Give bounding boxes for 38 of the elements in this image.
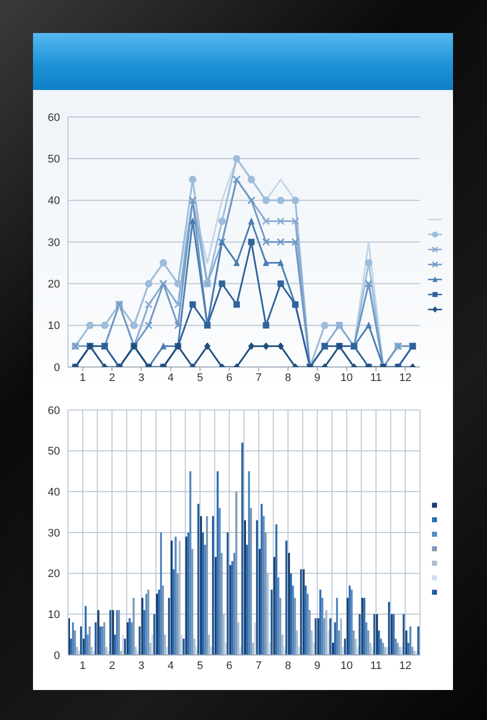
x-tick-label: 12 [399,372,412,384]
y-tick-label: 30 [48,527,60,540]
x-tick-label: 4 [168,372,174,384]
x-tick-label: 6 [226,660,232,672]
y-tick-label: 60 [48,404,60,417]
y-tick-label: 30 [48,236,60,249]
x-tick-label: 11 [370,660,382,672]
y-tick-label: 20 [48,278,60,291]
x-tick-label: 8 [284,660,292,672]
y-tick-label: 20 [48,568,60,580]
x-tick-label: 1 [80,372,86,384]
x-tick-label: 8 [284,372,292,384]
x-tick-label: 2 [108,660,116,672]
x-tick-label: 10 [340,372,353,384]
x-tick-label: 2 [108,372,116,384]
x-tick-label: 3 [138,660,144,672]
x-tick-label: 10 [340,660,353,672]
x-tick-label: 7 [256,660,262,672]
x-tick-label: 9 [314,372,320,384]
x-tick-label: 11 [370,372,382,384]
y-tick-label: 40 [48,486,60,499]
y-tick-label: 50 [48,446,60,458]
x-tick-label: 1 [80,660,86,672]
x-tick-label: 3 [138,372,144,384]
x-tick-label: 6 [226,372,232,384]
y-tick-label: 60 [48,112,60,124]
y-tick-label: 0 [54,362,60,374]
y-tick-label: 10 [48,609,60,622]
x-tick-label: 4 [168,660,174,672]
x-tick-label: 9 [314,660,320,672]
x-tick-label: 7 [256,372,262,384]
y-tick-label: 10 [48,320,60,332]
x-tick-label: 5 [196,660,204,672]
x-tick-label: 5 [196,372,204,384]
y-tick-label: 50 [48,154,60,166]
y-tick-label: 0 [54,650,60,662]
x-tick-label: 12 [399,660,412,672]
y-tick-label: 40 [48,195,60,208]
